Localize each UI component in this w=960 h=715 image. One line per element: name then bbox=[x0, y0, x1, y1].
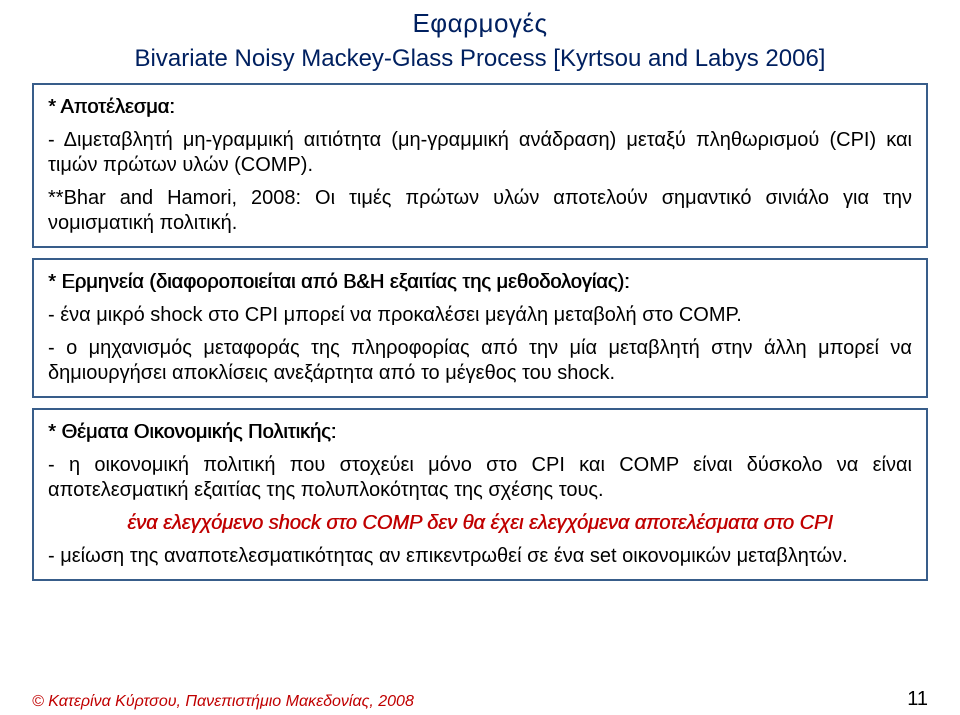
copyright-text: © Κατερίνα Κύρτσου, Πανεπιστήμιο Μακεδον… bbox=[32, 693, 414, 711]
policy-p2: - μείωση της αναποτελεσματικότητας αν επ… bbox=[48, 544, 912, 569]
page-number: 11 bbox=[907, 688, 928, 711]
slide-title: Εφαρμογές bbox=[0, 8, 960, 39]
policy-heading: * Θέματα Οικονομικής Πολιτικής: bbox=[48, 420, 912, 445]
result-p2: **Bhar and Hamori, 2008: Οι τιμές πρώτων… bbox=[48, 186, 912, 236]
interpretation-heading: * Ερμηνεία (διαφοροποιείται από B&H εξαι… bbox=[48, 270, 912, 295]
slide-subtitle: Bivariate Noisy Mackey-Glass Process [Ky… bbox=[0, 45, 960, 73]
interpretation-box: * Ερμηνεία (διαφοροποιείται από B&H εξαι… bbox=[32, 258, 928, 398]
policy-box: * Θέματα Οικονομικής Πολιτικής: - η οικο… bbox=[32, 408, 928, 581]
interpretation-p2: - ο μηχανισμός μεταφοράς της πληροφορίας… bbox=[48, 336, 912, 386]
policy-p1: - η οικονομική πολιτική που στοχεύει μόν… bbox=[48, 453, 912, 503]
result-p1: - Διμεταβλητή μη-γραμμική αιτιότητα (μη-… bbox=[48, 128, 912, 178]
footer-row: © Κατερίνα Κύρτσου, Πανεπιστήμιο Μακεδον… bbox=[32, 688, 928, 711]
result-box: * Αποτέλεσμα: - Διμεταβλητή μη-γραμμική … bbox=[32, 83, 928, 248]
policy-highlight: ένα ελεγχόμενο shock στο COMP δεν θα έχε… bbox=[48, 511, 912, 536]
slide-header: Εφαρμογές Bivariate Noisy Mackey-Glass P… bbox=[0, 0, 960, 73]
interpretation-p1: - ένα μικρό shock στο CPI μπορεί να προκ… bbox=[48, 303, 912, 328]
result-heading: * Αποτέλεσμα: bbox=[48, 95, 912, 120]
